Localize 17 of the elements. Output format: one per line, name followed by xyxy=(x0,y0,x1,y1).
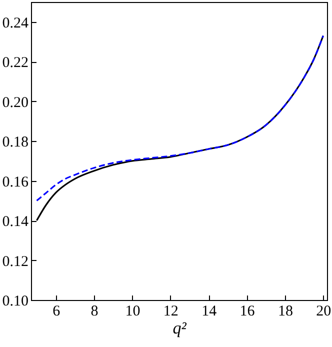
x-tick-label: 6 xyxy=(52,304,61,320)
x-tick-label: 12 xyxy=(163,304,178,320)
y-tick-label: 0.12 xyxy=(2,254,28,270)
y-tick-label: 0.24 xyxy=(2,15,29,32)
x-tick-label: 16 xyxy=(240,304,256,320)
x-tick-label: 14 xyxy=(202,304,218,320)
y-tick-label: 0.10 xyxy=(2,294,28,310)
y-tick-label: 0.20 xyxy=(2,94,28,111)
x-tick-label: 8 xyxy=(90,304,98,320)
y-tick-label: 0.16 xyxy=(2,174,29,190)
y-tick-label: 0.22 xyxy=(2,55,28,72)
x-tick-label: 10 xyxy=(125,304,140,320)
x-axis-title: q² xyxy=(172,318,188,338)
y-tick-label: 0.14 xyxy=(2,214,29,230)
x-tick-label: 20 xyxy=(316,304,332,320)
x-tick-label: 18 xyxy=(278,304,293,320)
y-tick-label: 0.18 xyxy=(2,134,28,151)
